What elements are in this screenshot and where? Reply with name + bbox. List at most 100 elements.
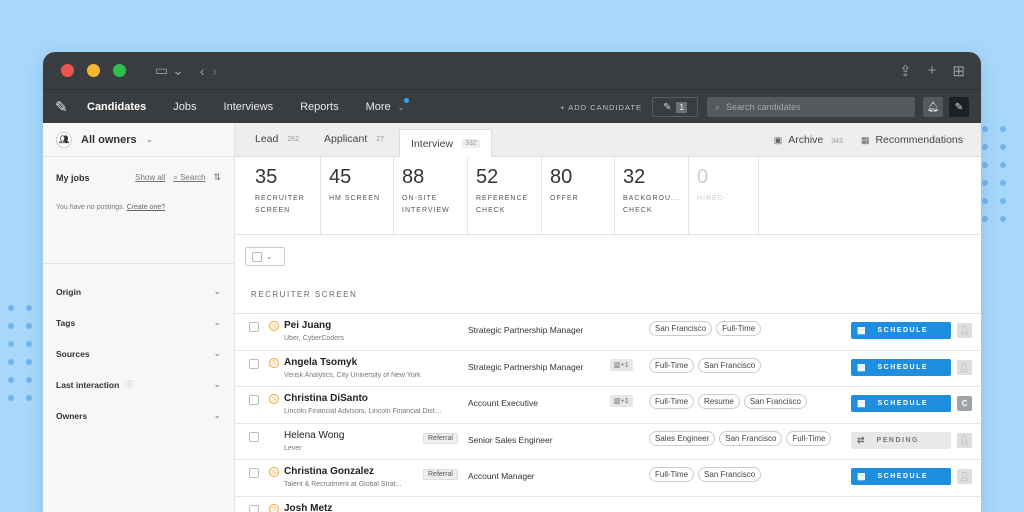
pending-button[interactable]: ⇄ PENDING [851, 431, 951, 449]
chevron-right-icon[interactable]: › [212, 62, 218, 79]
filter-owners[interactable]: Owners ⌄ [43, 400, 234, 431]
create-posting-link[interactable]: Create one? [126, 204, 166, 211]
filter-tags[interactable]: Tags ⌄ [43, 307, 234, 338]
filter-sources[interactable]: Sources ⌄ [43, 338, 234, 369]
notifications-button[interactable]: 🔔︎ [923, 97, 943, 117]
row-checkbox[interactable] [249, 395, 259, 405]
table-row[interactable]: ◷ Christina Gonzalez Talent & Recruitmen… [235, 460, 981, 497]
info-icon: ⓘ [125, 380, 134, 389]
clock-icon: ◷ [269, 357, 279, 368]
filter-origin[interactable]: Origin ⌄ [43, 276, 234, 307]
stage-label-line1: REFERENCE [476, 195, 529, 202]
tag[interactable]: San Francisco [649, 321, 713, 336]
candidate-name[interactable]: Christina DiSanto [284, 393, 368, 404]
row-checkbox[interactable] [249, 358, 259, 369]
stage-background-check[interactable]: 32 BACKGROU... CHECK [615, 157, 689, 235]
schedule-button[interactable]: ▦ SCHEDULE [851, 395, 951, 412]
tab-applicant[interactable]: Applicant 27 [324, 122, 384, 156]
schedule-button[interactable]: ▦ SCHEDULE [851, 322, 951, 339]
search-input[interactable]: ⌕ Search candidates [707, 97, 915, 117]
stage-label: REFERENCE CHECK [476, 193, 542, 217]
plus-icon[interactable]: + [927, 62, 937, 79]
clock-icon: ◷ [269, 467, 279, 477]
schedule-button[interactable]: ▦ SCHEDULE [851, 468, 951, 485]
table-row[interactable]: ◷ Christina DiSanto Lincoln Financial Ad… [235, 387, 981, 424]
stage-recruiter-screen[interactable]: 35 RECRUITER SCREEN [247, 157, 321, 235]
owner-avatar[interactable]: 👤︎ [957, 323, 972, 338]
nav-reports[interactable]: Reports [300, 100, 339, 113]
row-checkbox[interactable] [249, 468, 259, 478]
maximize-window-button[interactable] [113, 64, 126, 77]
candidate-name[interactable]: Josh Metz [284, 502, 333, 512]
tag[interactable]: Full-Time [649, 394, 695, 409]
bulk-select-dropdown[interactable]: ⌄ [245, 247, 285, 266]
tag[interactable]: Full-Time [649, 357, 695, 373]
tag[interactable]: San Francisco [698, 467, 762, 482]
tag[interactable]: San Francisco [698, 357, 762, 373]
table-row[interactable]: ◷ Pei Juang Uber, CyberCoders Strategic … [235, 314, 981, 351]
stage-count: 80 [550, 166, 573, 188]
stage-hired[interactable]: 0 HIRED [689, 157, 759, 235]
table-row[interactable]: Helena Wong Lever Referral Senior Sales … [235, 424, 981, 460]
attachment-badge[interactable]: ▥+1 [610, 358, 633, 371]
stage-hm-screen[interactable]: 45 HM SCREEN [321, 157, 394, 235]
jobs-search-link[interactable]: ⌕ Search [173, 173, 205, 183]
chevron-left-icon[interactable]: ‹ [199, 62, 205, 79]
logo-icon[interactable]: ✎ [55, 98, 68, 116]
owner-avatar[interactable]: C [957, 396, 972, 411]
tag[interactable]: Full-Time [786, 430, 832, 446]
nav-interviews[interactable]: Interviews [223, 100, 274, 113]
stage-offer[interactable]: 80 OFFER [542, 157, 615, 235]
close-window-button[interactable] [61, 64, 74, 77]
stage-label-line1: HM SCREEN [329, 195, 381, 202]
owner-avatar[interactable]: 👤︎ [957, 469, 972, 484]
sort-icon[interactable]: ⇅ [213, 172, 221, 182]
owners-select[interactable]: 👥︎ All owners ⌄ [43, 123, 234, 157]
stage-label-line1: OFFER [550, 195, 579, 202]
tag[interactable]: Sales Engineer [649, 430, 716, 446]
owner-avatar[interactable]: 👤︎ [957, 359, 972, 375]
row-checkbox[interactable] [249, 504, 259, 512]
bookmark-icon: ▦ [860, 135, 870, 145]
candidate-subtitle: Lincoln Financial Advisors, Lincoln Fina… [284, 408, 442, 415]
owner-avatar[interactable]: 👤︎ [957, 432, 972, 448]
show-all-link[interactable]: Show all [135, 173, 166, 182]
filter-last-interaction[interactable]: Last interaction ⓘ ⌄ [43, 369, 234, 400]
attachment-badge[interactable]: ▥+1 [610, 395, 633, 407]
grid-icon[interactable]: ⊞ [952, 62, 965, 80]
table-row[interactable]: ◷ Josh Metz [235, 497, 981, 512]
minimize-window-button[interactable] [87, 64, 100, 77]
tag[interactable]: Full-Time [716, 321, 762, 336]
row-checkbox[interactable] [249, 322, 259, 332]
candidate-name[interactable]: Pei Juang [284, 320, 332, 331]
add-candidate-button[interactable]: + ADD CANDIDATE [560, 102, 642, 112]
table-row[interactable]: ◷ Angela Tsomyk Verisk Analytics, City U… [235, 351, 981, 387]
filter-label: Last interaction [56, 379, 120, 390]
candidate-subtitle: Lever [284, 444, 302, 452]
tag[interactable]: San Francisco [719, 430, 783, 446]
archive-tab[interactable]: ▣ Archive 343 [774, 134, 843, 146]
row-checkbox[interactable] [249, 431, 259, 442]
tab-interview[interactable]: Interview 332 [399, 129, 492, 157]
stage-label: ON-SITE INTERVIEW [402, 193, 468, 217]
nav-more[interactable]: More ⌄ [366, 97, 410, 113]
select-all-checkbox[interactable] [252, 251, 262, 262]
candidate-name[interactable]: Christina Gonzalez [284, 466, 375, 477]
candidate-name[interactable]: Helena Wong [284, 429, 345, 441]
share-icon[interactable]: ⇪ [899, 62, 912, 80]
profile-button[interactable]: ✎ [949, 97, 969, 117]
tag[interactable]: San Francisco [743, 394, 807, 409]
stage-reference-check[interactable]: 52 REFERENCE CHECK [468, 157, 542, 235]
recommendations-tab[interactable]: ▦ Recommendations [861, 134, 963, 146]
nav-jobs[interactable]: Jobs [173, 100, 197, 113]
drafts-button[interactable]: ✎ 1 [652, 97, 698, 117]
stage-onsite-interview[interactable]: 88 ON-SITE INTERVIEW [394, 157, 468, 235]
tag[interactable]: Resume [698, 394, 740, 409]
nav-candidates[interactable]: Candidates [87, 100, 147, 113]
stage-count: 88 [402, 166, 425, 188]
sidebar-toggle-icon[interactable]: ▭ ⌄ [155, 62, 184, 78]
candidate-name[interactable]: Angela Tsomyk [284, 356, 358, 368]
tag[interactable]: Full-Time [649, 467, 695, 482]
schedule-button[interactable]: ▦ SCHEDULE [851, 358, 951, 376]
tab-lead[interactable]: Lead 262 [255, 122, 299, 156]
